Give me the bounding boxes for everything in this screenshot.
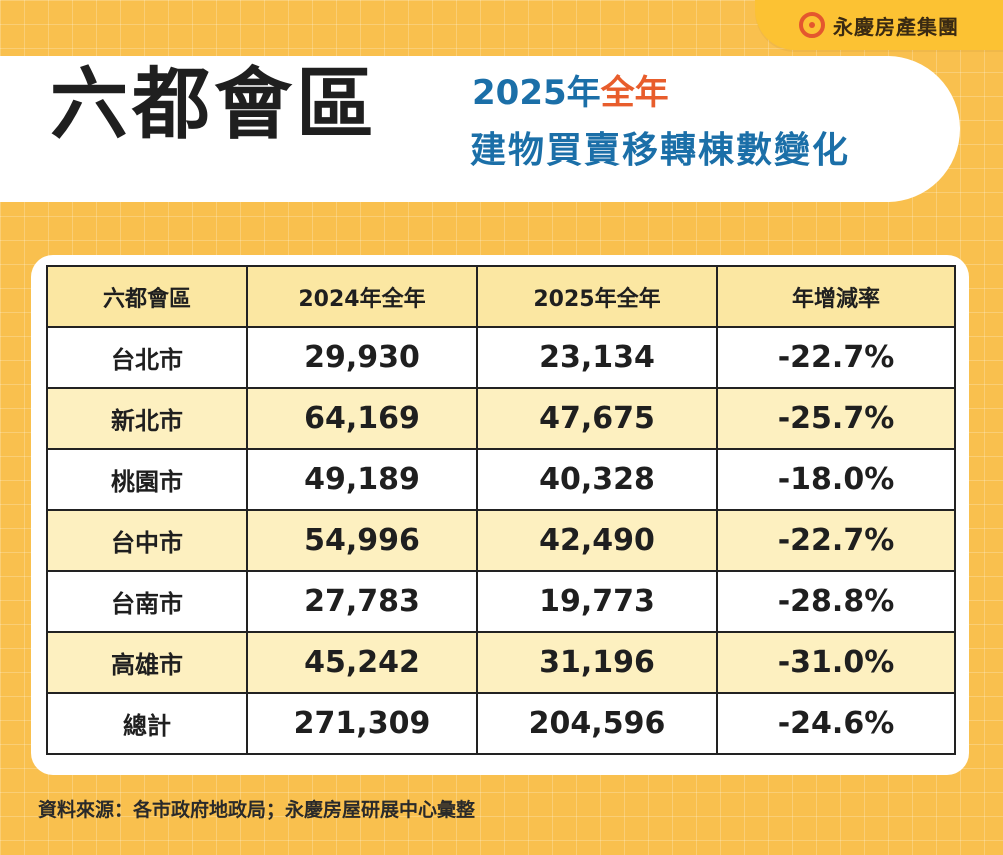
cell-2024: 45,242 [246, 631, 478, 694]
cell-2025: 40,328 [476, 448, 718, 511]
cell-2024: 271,309 [246, 692, 478, 755]
header-region: 六都會區 [46, 265, 248, 328]
subtitle-line-1: 2025年全年 [472, 76, 669, 110]
table-row: 台南市 27,783 19,773 -28.8% [46, 570, 956, 633]
table-header-row: 六都會區 2024年全年 2025年全年 年增減率 [46, 265, 956, 328]
table-row-total: 總計 271,309 204,596 -24.6% [46, 692, 956, 755]
table-row: 台中市 54,996 42,490 -22.7% [46, 509, 956, 572]
brand-logo-icon [799, 12, 825, 38]
cell-change-rate: -25.7% [716, 387, 956, 450]
table-row: 桃園市 49,189 40,328 -18.0% [46, 448, 956, 511]
subtitle-line-2: 建物買賣移轉棟數變化 [470, 130, 851, 171]
cell-change-rate: -18.0% [716, 448, 956, 511]
title-banner [0, 56, 960, 202]
cell-region: 高雄市 [46, 631, 248, 694]
brand-name: 永慶房產集團 [833, 14, 959, 39]
page-title: 六都會區 [50, 60, 379, 150]
cell-change-rate: -22.7% [716, 509, 956, 572]
subtitle-year: 2025年 [472, 73, 601, 113]
cell-2025: 31,196 [476, 631, 718, 694]
cell-change-rate: -31.0% [716, 631, 956, 694]
cell-2024: 54,996 [246, 509, 478, 572]
cell-region: 新北市 [46, 387, 248, 450]
header-2024: 2024年全年 [246, 265, 478, 328]
header-2025: 2025年全年 [476, 265, 718, 328]
cell-2024: 49,189 [246, 448, 478, 511]
table-row: 高雄市 45,242 31,196 -31.0% [46, 631, 956, 694]
header-change-rate: 年增減率 [716, 265, 956, 328]
brand-badge: 永慶房產集團 [755, 0, 1003, 50]
cell-2025: 204,596 [476, 692, 718, 755]
table-row: 新北市 64,169 47,675 -25.7% [46, 387, 956, 450]
cell-region: 總計 [46, 692, 248, 755]
cell-2024: 29,930 [246, 326, 478, 389]
cell-2025: 47,675 [476, 387, 718, 450]
cell-2025: 23,134 [476, 326, 718, 389]
subtitle-accent: 全年 [600, 73, 669, 113]
table-row: 台北市 29,930 23,134 -22.7% [46, 326, 956, 389]
cell-region: 台中市 [46, 509, 248, 572]
cell-2025: 42,490 [476, 509, 718, 572]
cell-change-rate: -22.7% [716, 326, 956, 389]
cell-change-rate: -28.8% [716, 570, 956, 633]
cell-2025: 19,773 [476, 570, 718, 633]
cell-region: 台北市 [46, 326, 248, 389]
cell-region: 桃園市 [46, 448, 248, 511]
cell-2024: 64,169 [246, 387, 478, 450]
cell-2024: 27,783 [246, 570, 478, 633]
cell-region: 台南市 [46, 570, 248, 633]
cell-change-rate: -24.6% [716, 692, 956, 755]
data-table: 六都會區 2024年全年 2025年全年 年增減率 台北市 29,930 23,… [46, 265, 956, 755]
source-note: 資料來源：各市政府地政局；永慶房屋研展中心彙整 [38, 799, 476, 821]
